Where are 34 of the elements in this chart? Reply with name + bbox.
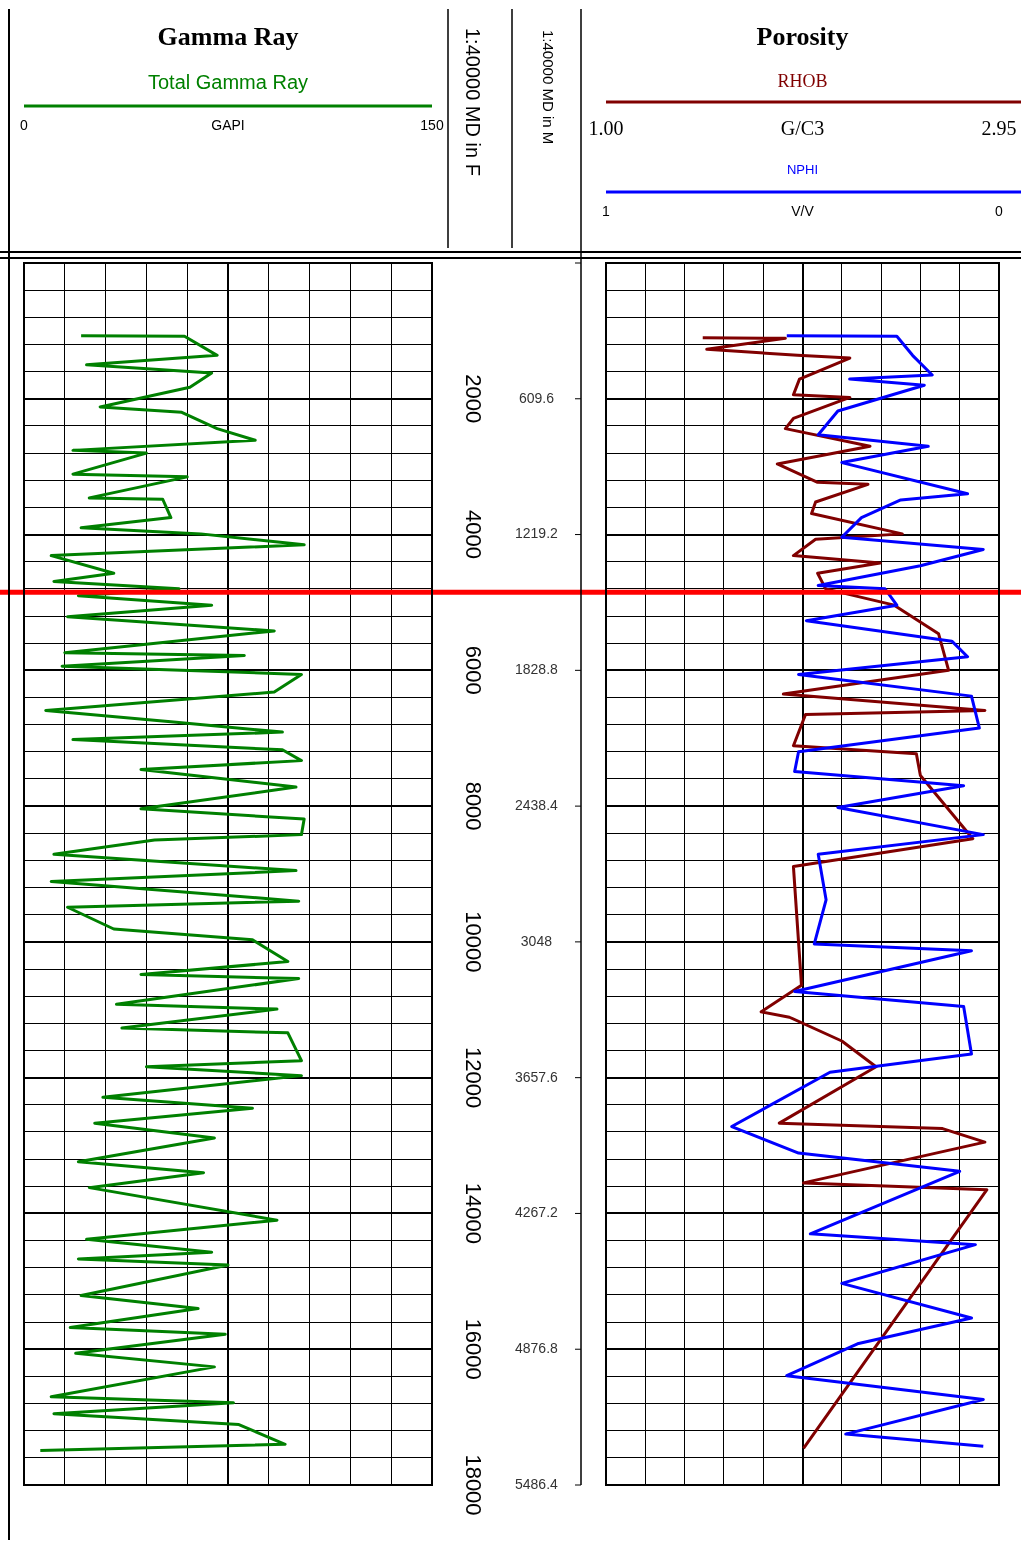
y2-tick-label: 4267.2 <box>515 1204 559 1221</box>
y2-tick-label: 609.6 <box>518 389 555 406</box>
y2-tick-label: 4876.8 <box>515 1340 559 1357</box>
y-tick-label: 4000 <box>460 510 486 560</box>
x2-tick-label: 1 <box>602 202 611 219</box>
y2-tick-label: 5486.4 <box>515 1475 559 1492</box>
y-tick-label: 12000 <box>460 1047 486 1109</box>
x-axis-title: GAPI <box>211 116 245 133</box>
y2-tick-label: 3657.6 <box>515 1068 559 1085</box>
text: NPHI <box>786 161 819 177</box>
y-tick-label: 8000 <box>460 781 486 831</box>
y-tick-label: 6000 <box>460 645 486 695</box>
x-axis-title: G/C3 <box>780 117 825 140</box>
text: Total Gamma Ray <box>147 70 309 93</box>
y2-tick-label: 1219.2 <box>515 525 559 542</box>
text: RHOB <box>777 70 828 91</box>
y2-tick-label: 1828.8 <box>515 661 559 678</box>
x2-tick-label: 0 <box>995 202 1004 219</box>
y-tick-label: 2000 <box>460 374 486 424</box>
x2-axis-title: V/V <box>791 202 815 219</box>
x-tick-label: 0 <box>20 116 29 133</box>
chart-title: Porosity <box>756 21 849 51</box>
y-tick-label: 18000 <box>460 1454 486 1516</box>
y2-tick-label: 2438.4 <box>515 796 559 813</box>
y-tick-label: 16000 <box>460 1318 486 1380</box>
y-tick-label: 14000 <box>460 1182 486 1245</box>
y2-tick-label: 3048 <box>520 932 553 949</box>
x-tick-label: 1.00 <box>588 117 624 140</box>
x-tick-label: 150 <box>420 116 444 133</box>
y-tick-label: 10000 <box>460 911 486 973</box>
chart-title: Gamma Ray <box>157 21 299 51</box>
y2-axis-title: 1:40000 MD in M <box>539 30 557 145</box>
y-axis-title: 1:40000 MD in F <box>462 28 485 176</box>
x-tick-label: 2.95 <box>981 117 1017 140</box>
